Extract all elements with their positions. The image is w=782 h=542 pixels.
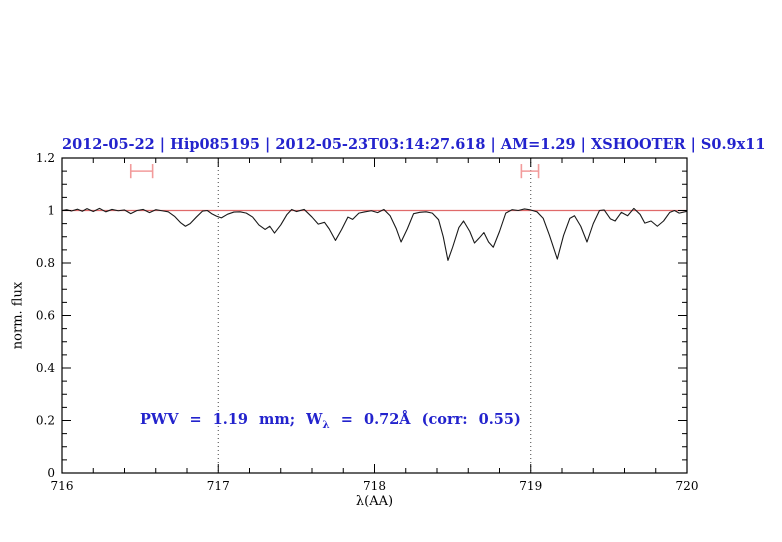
y-tick-label: 0 bbox=[47, 466, 55, 480]
y-axis-label: norm. flux bbox=[10, 281, 26, 350]
y-tick-label: 0.6 bbox=[36, 309, 55, 323]
x-tick-label: 716 bbox=[51, 479, 74, 493]
y-tick-label: 0.8 bbox=[36, 256, 55, 270]
x-axis-label: λ(AA) bbox=[355, 494, 394, 509]
x-tick-label: 717 bbox=[207, 479, 230, 493]
x-tick-label: 720 bbox=[676, 479, 699, 493]
annotation-post: = 0.72Å (corr: 0.55) bbox=[329, 411, 521, 428]
y-tick-label: 1.2 bbox=[36, 151, 55, 165]
x-tick-label: 718 bbox=[363, 479, 386, 493]
y-tick-label: 0.4 bbox=[36, 361, 55, 375]
pwv-annotation: PWV = 1.19 mm; Wλ = 0.72Å (corr: 0.55) bbox=[140, 411, 521, 431]
annotation-lambda-subscript: λ bbox=[322, 418, 330, 431]
annotation-pre: PWV = 1.19 mm; W bbox=[140, 411, 323, 428]
x-tick-label: 719 bbox=[519, 479, 542, 493]
plot-title: 2012-05-22 | Hip085195 | 2012-05-23T03:1… bbox=[62, 136, 766, 153]
spectrum-line bbox=[61, 207, 688, 261]
y-tick-label: 0.2 bbox=[36, 414, 55, 428]
y-tick-label: 1 bbox=[47, 204, 55, 218]
